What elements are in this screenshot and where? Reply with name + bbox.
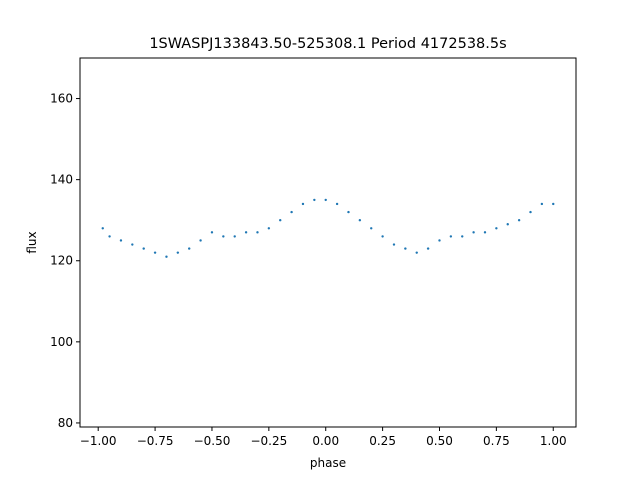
data-point: [165, 255, 168, 258]
y-axis: 80 100 120 140 160: [50, 92, 80, 430]
data-point: [540, 202, 544, 206]
x-tick-label: −0.50: [194, 434, 231, 448]
data-point: [279, 219, 282, 222]
data-point: [108, 235, 111, 238]
data-point: [415, 251, 418, 254]
data-point: [210, 231, 214, 234]
data-point: [472, 231, 475, 234]
data-point: [552, 202, 555, 206]
x-tick-label: −0.25: [250, 434, 287, 448]
data-point: [517, 219, 521, 222]
data-point: [199, 239, 202, 242]
y-tick-label: 160: [50, 92, 73, 106]
x-tick-label: 0.50: [426, 434, 453, 448]
y-axis-label: flux: [25, 231, 39, 253]
data-point: [404, 247, 407, 250]
plot-frame: [79, 57, 577, 428]
x-tick-label: 0.25: [369, 434, 396, 448]
x-tick-label: 1.00: [540, 434, 567, 448]
data-point: [131, 243, 134, 246]
data-point: [392, 243, 396, 246]
data-point: [244, 231, 248, 234]
y-tick-label: 100: [50, 335, 73, 349]
chart-title: 1SWASPJ133843.50-525308.1 Period 4172538…: [149, 36, 506, 52]
data-point: [153, 251, 157, 254]
data-point: [267, 227, 271, 230]
data-point: [188, 247, 191, 250]
data-point: [142, 247, 145, 250]
x-tick-label: 0.00: [312, 434, 339, 448]
data-point: [335, 202, 339, 206]
data-point: [222, 235, 225, 238]
x-tick-label: 0.75: [483, 434, 510, 448]
x-axis: −1.00 −0.75 −0.50 −0.25 0.00 0.25 0.50 0.75 1.00: [80, 427, 567, 448]
data-point: [529, 210, 532, 214]
data-points: [101, 198, 555, 258]
data-point: [290, 210, 293, 214]
data-point: [449, 235, 453, 238]
data-point: [313, 198, 316, 202]
data-point: [381, 235, 384, 238]
data-point: [301, 202, 305, 206]
data-point: [176, 251, 180, 254]
data-point: [461, 235, 464, 238]
data-point: [256, 231, 259, 234]
data-point: [233, 235, 236, 238]
y-tick-label: 140: [50, 173, 73, 187]
data-point: [495, 227, 498, 230]
y-tick-label: 80: [58, 416, 73, 430]
x-tick-label: −0.75: [137, 434, 174, 448]
x-tick-label: −1.00: [80, 434, 117, 448]
y-tick-label: 120: [50, 254, 73, 268]
data-point: [358, 219, 362, 222]
data-point: [506, 223, 509, 226]
data-point: [119, 239, 123, 242]
data-point: [483, 231, 487, 234]
data-point: [101, 227, 104, 230]
data-point: [347, 210, 350, 214]
data-point: [426, 247, 430, 250]
data-point: [370, 227, 373, 230]
x-axis-label: phase: [310, 456, 346, 470]
data-point: [438, 239, 441, 242]
data-point: [324, 198, 327, 202]
